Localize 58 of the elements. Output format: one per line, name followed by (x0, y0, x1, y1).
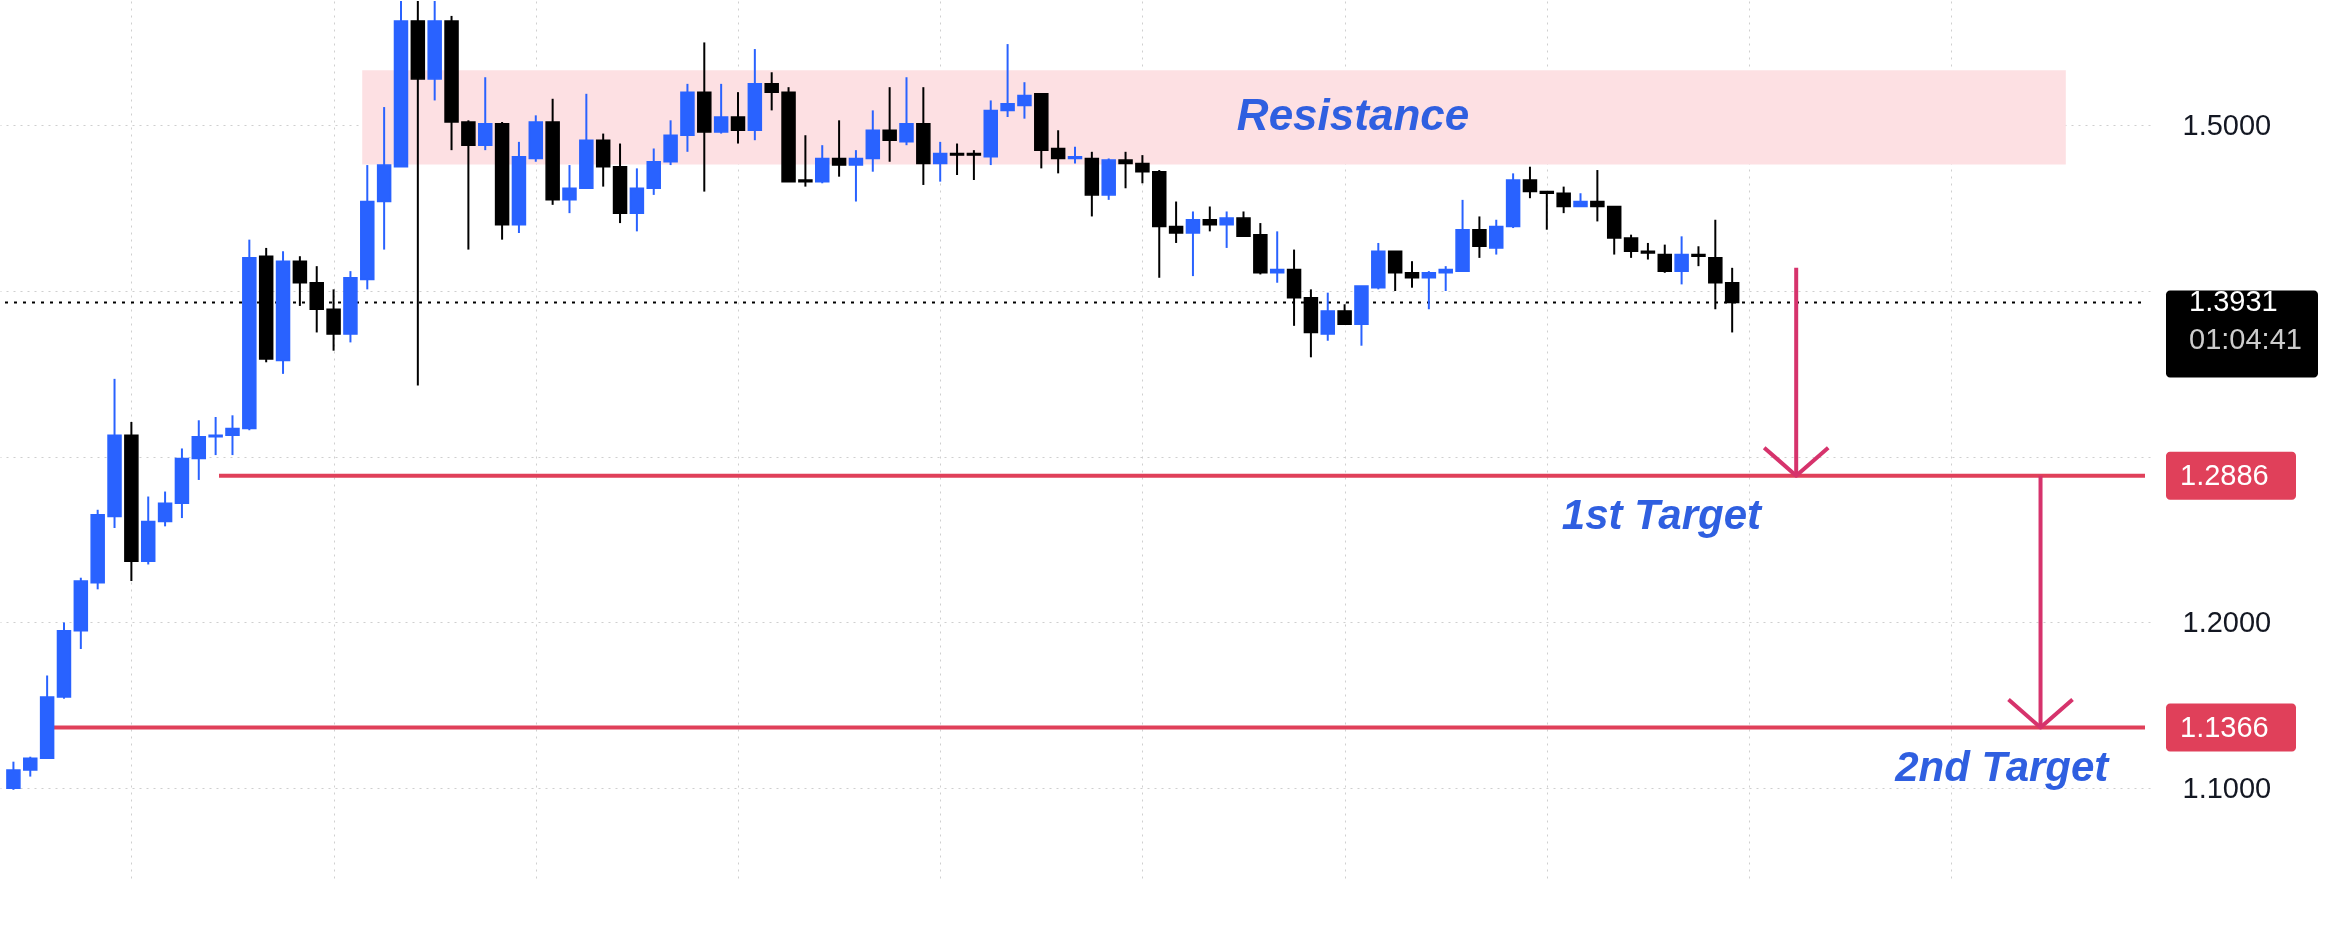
candlestick (1118, 150, 1133, 190)
candlestick (831, 119, 847, 178)
candlestick (157, 490, 173, 528)
ref-line-label: 2nd Target (1894, 742, 2111, 790)
candlestick (477, 76, 493, 152)
candlestick (1236, 210, 1251, 238)
candlestick (1590, 169, 1605, 223)
candlestick (1674, 235, 1689, 286)
candlestick (1623, 233, 1639, 259)
candlestick (966, 149, 982, 181)
candlestick (1404, 260, 1420, 289)
candlestick (848, 149, 864, 203)
candlestick (1202, 205, 1218, 233)
y-tick-label: 1.2000 (2182, 605, 2272, 638)
candlestick (1657, 243, 1673, 274)
candlestick (764, 71, 779, 112)
candlestick (1691, 245, 1706, 268)
candlestick (814, 144, 830, 185)
candlestick (1472, 215, 1487, 259)
candlestick (899, 76, 914, 147)
candlestick (1168, 200, 1184, 244)
ref-line-label: 1st Target (1561, 490, 1763, 538)
y-tick-label: 1.5000 (2182, 108, 2272, 141)
candlestick (1050, 129, 1066, 175)
y-tick-label: 1.1000 (2182, 771, 2272, 804)
candlestick (730, 91, 746, 145)
candlestick (932, 140, 948, 183)
ref-line-label: 01:04:41 (2189, 323, 2302, 356)
candlestick (1421, 270, 1437, 311)
candlestick (1017, 81, 1032, 120)
candlestick (562, 164, 577, 215)
candlestick (1135, 154, 1150, 185)
band-label: Resistance (1236, 90, 1470, 140)
candlestick (1000, 43, 1015, 119)
candlestick (1337, 303, 1352, 326)
text: 1.2886 (2180, 458, 2269, 491)
candlestick (1522, 165, 1538, 200)
candlestick (1489, 218, 1504, 256)
candlestick (191, 419, 207, 481)
candlestick (1438, 265, 1453, 293)
candlestick (6, 760, 21, 791)
text: 1.1366 (2180, 710, 2269, 743)
candlestick (882, 86, 897, 163)
candlestick (713, 82, 729, 135)
candlestick (1387, 250, 1403, 293)
candlestick (1219, 210, 1234, 249)
text: 1.3931 (2189, 285, 2278, 318)
candlestick (1539, 190, 1555, 231)
candlestick (798, 134, 813, 188)
candlestick (23, 755, 38, 778)
candlestick (949, 142, 965, 177)
candlestick (1556, 185, 1571, 215)
candlestick (1320, 291, 1336, 342)
candlestick (208, 415, 223, 457)
candlestick (1269, 230, 1285, 284)
candlestick (461, 119, 476, 251)
candlestick (1185, 210, 1201, 278)
candlestick (225, 414, 240, 457)
